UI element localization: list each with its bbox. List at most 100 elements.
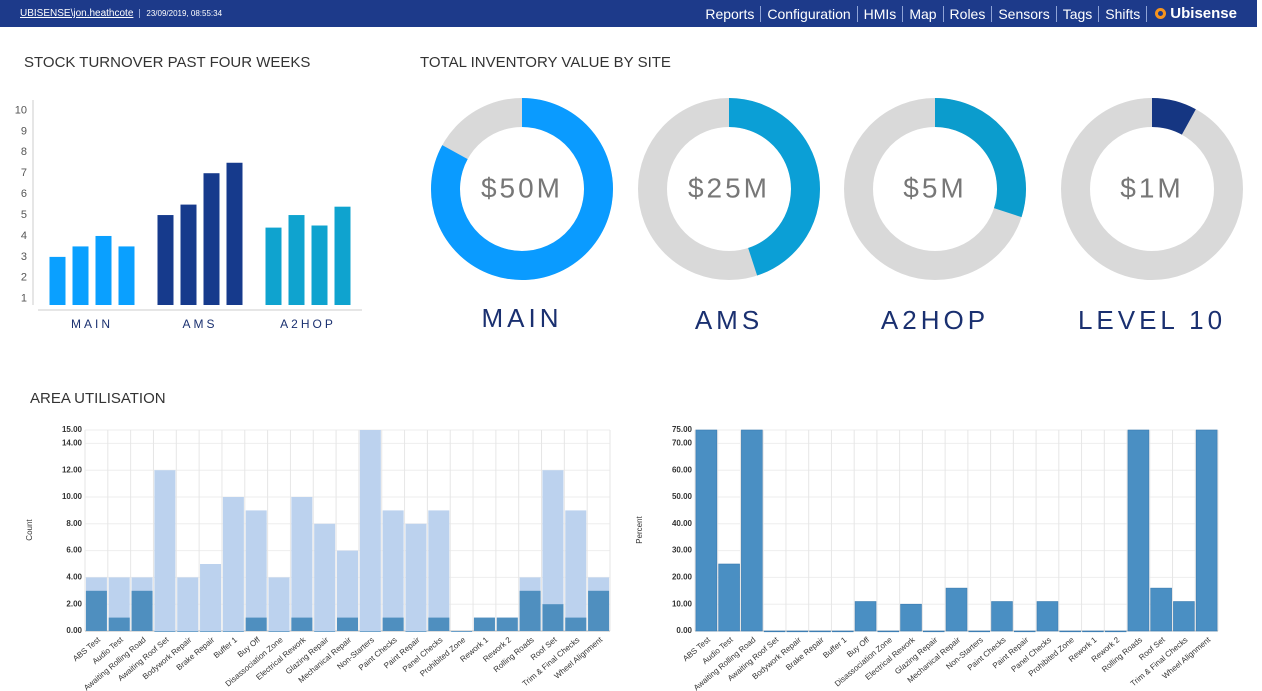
- bar: [382, 510, 404, 631]
- bar: [1082, 630, 1104, 633]
- bar: [565, 510, 587, 631]
- bar: [334, 206, 351, 305]
- donut-arc: [934, 98, 1026, 218]
- bar: [95, 235, 112, 305]
- bar: [72, 246, 89, 305]
- bar: [1013, 630, 1036, 633]
- bar: [268, 631, 290, 632]
- nav-item[interactable]: Configuration: [761, 5, 858, 22]
- chart-title: AREA UTILISATION: [30, 390, 166, 407]
- y-tick-label: 15.00: [62, 425, 83, 434]
- bar: [1127, 429, 1150, 632]
- bar: [854, 601, 877, 632]
- y-tick-label: 8: [21, 146, 27, 158]
- bar: [1036, 601, 1059, 632]
- bar: [718, 563, 740, 632]
- y-tick-label: 40.00: [672, 519, 693, 528]
- nav-item[interactable]: Map: [903, 5, 944, 22]
- y-tick-label: 2: [21, 272, 27, 284]
- bar: [49, 256, 66, 305]
- donut-center-label: $50M: [481, 172, 563, 203]
- brand-logo: [1155, 8, 1167, 19]
- bar: [200, 631, 222, 632]
- chart-title: STOCK TURNOVER PAST FOUR WEEKS: [24, 54, 310, 71]
- bar: [1104, 630, 1127, 633]
- nav-item[interactable]: HMIs: [858, 5, 904, 22]
- nav-item[interactable]: Reports: [699, 5, 762, 22]
- timestamp: 23/09/2019, 08:55:34: [139, 9, 222, 18]
- bar: [359, 631, 381, 632]
- bar: [923, 630, 945, 633]
- y-tick-label: 8.00: [66, 519, 82, 528]
- dashboard: STOCK TURNOVER PAST FOUR WEEKS 1 2 3 4 5 6 7 8 9 1…: [15, 54, 1243, 691]
- site-label: LEVEL 10: [1078, 305, 1226, 335]
- bar: [451, 631, 473, 632]
- bar: [222, 497, 244, 631]
- bar: [131, 590, 153, 631]
- nav-item[interactable]: Shifts: [1099, 5, 1148, 22]
- bar: [695, 429, 718, 632]
- bar: [177, 631, 199, 632]
- bar: [359, 430, 381, 631]
- nav: Reports Configuration HMIs Map Roles Sensors T…: [699, 5, 1148, 22]
- donut-arc: [431, 98, 613, 280]
- y-tick-label: 75.00: [672, 425, 693, 434]
- bar: [405, 523, 427, 631]
- bar: [118, 246, 135, 305]
- bar: [337, 550, 358, 631]
- bar: [268, 577, 290, 631]
- donut-center-label: $5M: [903, 172, 966, 203]
- bar: [405, 631, 427, 632]
- nav-item[interactable]: Tags: [1057, 5, 1100, 22]
- bar: [1150, 587, 1172, 632]
- nav-item[interactable]: Sensors: [992, 5, 1057, 22]
- y-tick-label: 10: [15, 104, 27, 116]
- bar: [968, 630, 990, 633]
- bar: [1195, 429, 1218, 632]
- x-tick-label: Buffer 1: [212, 635, 240, 660]
- bar: [519, 590, 541, 631]
- brand: Ubisense: [1147, 5, 1257, 22]
- y-tick-label: 14.00: [62, 439, 83, 448]
- category-label: MAIN: [71, 317, 113, 331]
- bar: [542, 470, 564, 631]
- y-tick-label: 70.00: [672, 439, 693, 448]
- bar: [565, 617, 587, 631]
- chart-title: TOTAL INVENTORY VALUE BY SITE: [420, 54, 671, 71]
- bar: [245, 617, 267, 631]
- y-tick-label: 6: [21, 188, 27, 200]
- bar: [337, 617, 358, 631]
- y-tick-label: 30.00: [672, 546, 693, 555]
- bar: [428, 617, 450, 631]
- bar: [85, 590, 107, 631]
- bar: [542, 604, 564, 631]
- top-bar: UBISENSE\jon.heathcote 23/09/2019, 08:55…: [0, 0, 1257, 27]
- bar: [945, 587, 968, 632]
- bar: [1059, 630, 1081, 633]
- y-tick-label: 50.00: [672, 492, 693, 501]
- y-tick-label: 7: [21, 167, 27, 179]
- y-tick-label: 2.00: [66, 599, 82, 608]
- y-tick-label: 10.00: [62, 492, 83, 501]
- bar: [291, 617, 313, 631]
- y-tick-label: 0.00: [676, 626, 692, 635]
- bar: [877, 630, 900, 633]
- site-label: MAIN: [482, 303, 563, 333]
- user-name[interactable]: UBISENSE\jon.heathcote: [20, 8, 134, 19]
- bar: [809, 630, 831, 633]
- donut-arc: [1151, 98, 1196, 135]
- bar: [222, 631, 244, 632]
- y-tick-label: 0.00: [66, 626, 82, 635]
- nav-item[interactable]: Roles: [944, 5, 993, 22]
- bar: [382, 617, 404, 631]
- x-tick-label: Buffer 1: [821, 635, 849, 660]
- y-tick-label: 6.00: [66, 546, 82, 555]
- bar: [288, 215, 305, 305]
- y-tick-label: 9: [21, 125, 27, 137]
- y-axis-label: Count: [25, 519, 34, 541]
- bar: [741, 429, 763, 632]
- bar: [314, 523, 336, 631]
- bar: [832, 630, 854, 633]
- donut-arc: [728, 98, 820, 276]
